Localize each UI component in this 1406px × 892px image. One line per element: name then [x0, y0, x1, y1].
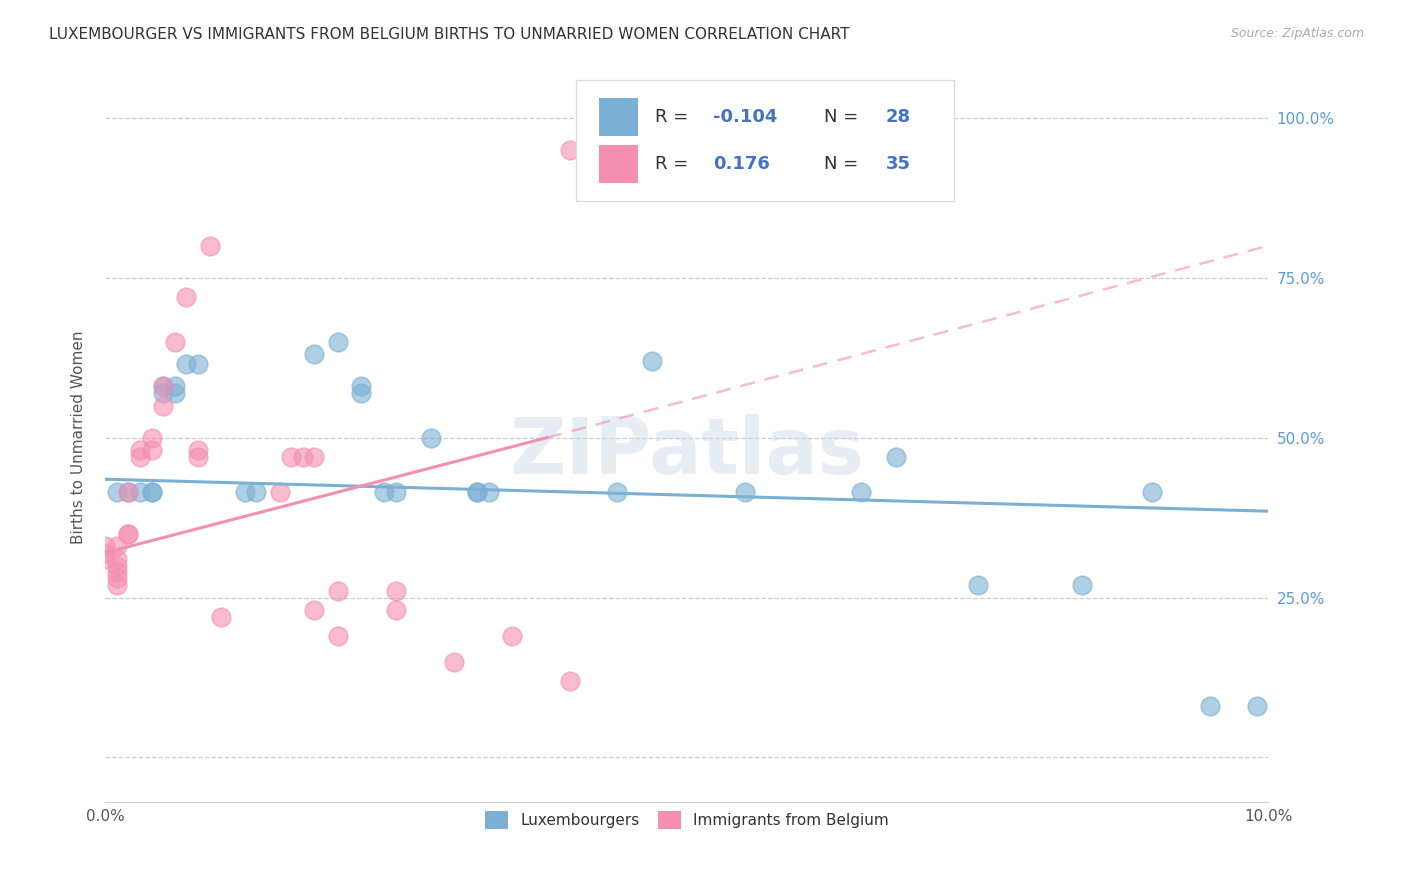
Point: [105, 552, 128, 566]
Point: [641, 354, 664, 368]
Point: [419, 431, 441, 445]
Point: [141, 485, 163, 500]
Text: ZIPatlas: ZIPatlas: [509, 414, 865, 491]
Point: [187, 443, 209, 458]
Point: [304, 347, 326, 361]
FancyBboxPatch shape: [576, 80, 955, 201]
Point: [94, 546, 117, 560]
Point: [128, 485, 150, 500]
Point: [443, 655, 465, 669]
Point: [152, 399, 174, 413]
Point: [163, 385, 186, 400]
Point: [105, 540, 128, 554]
Point: [233, 485, 256, 500]
Point: [187, 450, 209, 464]
FancyBboxPatch shape: [599, 98, 638, 136]
Point: [385, 603, 408, 617]
Point: [304, 450, 326, 464]
Point: [501, 629, 523, 643]
Text: Source: ZipAtlas.com: Source: ZipAtlas.com: [1230, 27, 1364, 40]
Point: [851, 485, 873, 500]
Text: N =: N =: [824, 108, 865, 126]
Point: [117, 485, 139, 500]
Point: [117, 526, 139, 541]
Point: [326, 629, 349, 643]
Point: [117, 526, 139, 541]
Point: [105, 571, 128, 585]
Point: [465, 485, 488, 500]
Point: [128, 443, 150, 458]
Point: [245, 485, 267, 500]
Point: [465, 485, 488, 500]
Point: [198, 238, 221, 252]
Text: R =: R =: [655, 155, 700, 173]
Point: [385, 485, 408, 500]
Point: [966, 578, 988, 592]
Point: [280, 450, 302, 464]
Point: [152, 385, 174, 400]
Point: [209, 609, 232, 624]
Point: [385, 584, 408, 599]
Point: [606, 485, 628, 500]
Point: [105, 485, 128, 500]
Y-axis label: Births to Unmarried Women: Births to Unmarried Women: [72, 331, 86, 544]
Point: [105, 558, 128, 573]
Point: [117, 485, 139, 500]
Point: [141, 431, 163, 445]
Point: [163, 379, 186, 393]
Point: [187, 357, 209, 371]
Text: 28: 28: [886, 108, 911, 126]
Point: [326, 334, 349, 349]
Text: N =: N =: [824, 155, 865, 173]
Point: [128, 450, 150, 464]
Point: [176, 290, 198, 304]
Point: [291, 450, 314, 464]
Point: [152, 379, 174, 393]
Point: [94, 540, 117, 554]
Point: [1140, 485, 1163, 500]
Point: [105, 565, 128, 579]
Point: [163, 334, 186, 349]
Point: [1246, 699, 1268, 714]
Point: [304, 603, 326, 617]
Point: [326, 584, 349, 599]
Point: [350, 379, 373, 393]
Legend: Luxembourgers, Immigrants from Belgium: Luxembourgers, Immigrants from Belgium: [479, 805, 894, 835]
Text: LUXEMBOURGER VS IMMIGRANTS FROM BELGIUM BIRTHS TO UNMARRIED WOMEN CORRELATION CH: LUXEMBOURGER VS IMMIGRANTS FROM BELGIUM …: [49, 27, 849, 42]
Point: [269, 485, 291, 500]
Point: [350, 385, 373, 400]
Point: [373, 485, 395, 500]
Text: 0.176: 0.176: [713, 155, 770, 173]
Text: R =: R =: [655, 108, 695, 126]
Point: [1199, 699, 1222, 714]
Point: [141, 443, 163, 458]
Point: [560, 143, 582, 157]
FancyBboxPatch shape: [599, 145, 638, 183]
Point: [734, 485, 756, 500]
Point: [152, 379, 174, 393]
Point: [884, 450, 907, 464]
Point: [94, 552, 117, 566]
Point: [105, 578, 128, 592]
Text: -0.104: -0.104: [713, 108, 778, 126]
Point: [1071, 578, 1094, 592]
Point: [141, 485, 163, 500]
Point: [176, 357, 198, 371]
Point: [560, 673, 582, 688]
Point: [478, 485, 501, 500]
Text: 35: 35: [886, 155, 911, 173]
